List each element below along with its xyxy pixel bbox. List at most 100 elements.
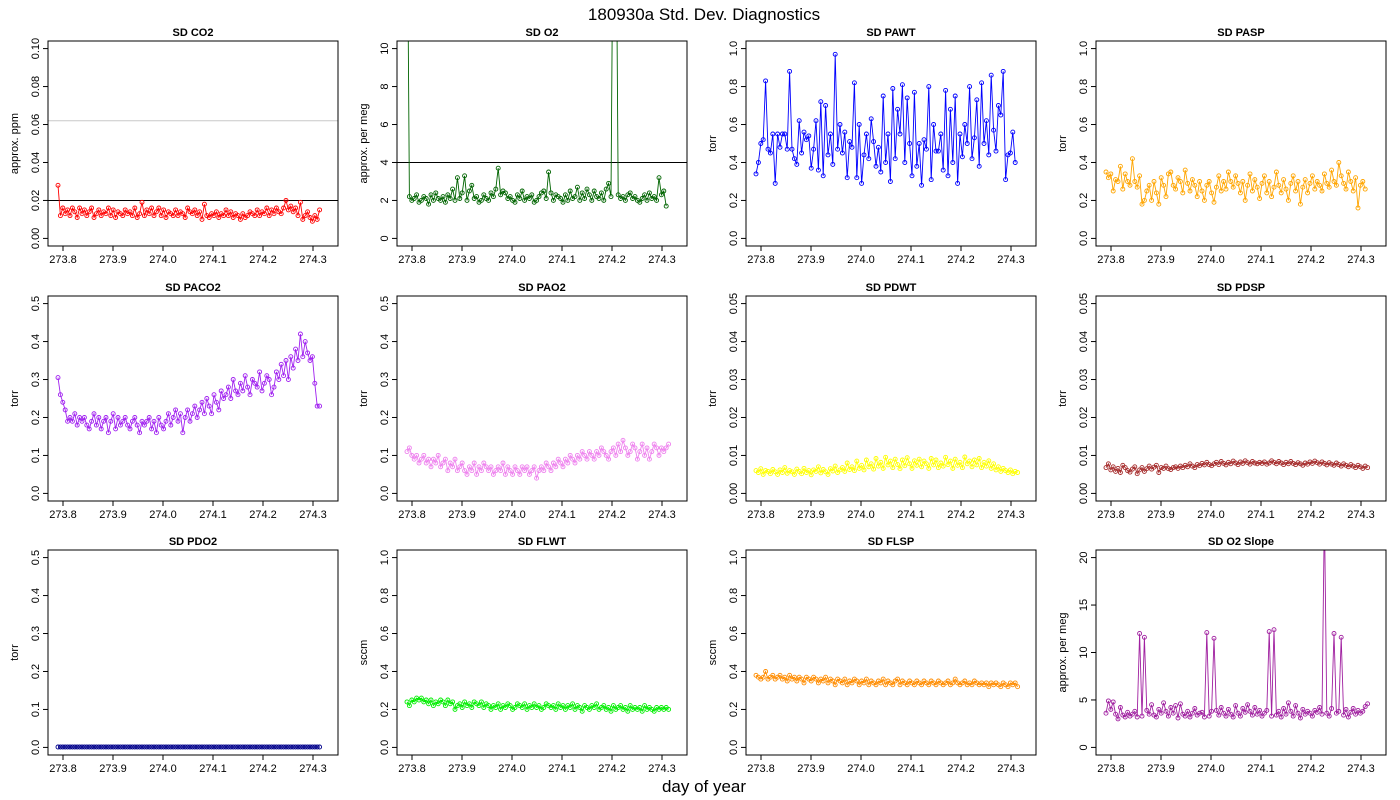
panel-11: SD FLSP sccm 273.8 273.9 274.0 274.1 274.2 274.… xyxy=(707,536,1037,775)
data-point xyxy=(526,196,532,201)
data-point xyxy=(495,701,501,707)
data-point xyxy=(998,112,1004,118)
data-point xyxy=(1204,182,1210,188)
data-point xyxy=(1182,713,1188,719)
data-point xyxy=(406,194,412,200)
data-point xyxy=(1288,180,1294,186)
data-point xyxy=(134,215,140,220)
y-tick-label: 1.0 xyxy=(728,550,740,565)
x-tick-label: 273.9 xyxy=(797,254,825,266)
data-point xyxy=(1189,177,1195,183)
data-point xyxy=(1192,182,1198,188)
data-point xyxy=(314,216,320,222)
series-group xyxy=(753,669,1021,690)
data-point xyxy=(646,456,652,462)
data-point xyxy=(799,150,805,156)
data-point xyxy=(1365,701,1371,707)
data-point xyxy=(967,84,973,90)
data-point xyxy=(438,197,444,203)
data-point xyxy=(803,137,809,143)
data-point xyxy=(1266,629,1272,635)
panel-9: SD PDO2 torr 273.8 273.9 274.0 274.1 274.2 274.… xyxy=(9,536,339,775)
data-point xyxy=(414,452,420,458)
data-point xyxy=(314,744,320,750)
data-point xyxy=(579,190,585,196)
x-tick-label: 274.0 xyxy=(498,763,526,775)
data-point xyxy=(993,467,999,473)
data-point xyxy=(899,457,905,463)
data-point xyxy=(450,186,456,192)
data-point xyxy=(871,139,877,145)
panel-1: SD CO2 approx. ppm 273.8 273.9 274.0 274.1 274… xyxy=(9,27,339,266)
data-point xyxy=(1324,180,1330,186)
x-tick-label: 274.0 xyxy=(149,763,177,775)
data-point xyxy=(562,706,568,712)
data-point xyxy=(189,744,195,750)
data-point xyxy=(411,699,417,705)
data-point xyxy=(1233,703,1239,709)
data-point xyxy=(801,465,807,471)
data-point xyxy=(266,744,272,750)
x-tick-label: 274.2 xyxy=(1297,509,1325,521)
data-point xyxy=(86,744,92,750)
data-point xyxy=(430,456,436,462)
data-point xyxy=(237,380,243,386)
data-point xyxy=(233,388,239,394)
data-point xyxy=(225,744,231,750)
data-point xyxy=(794,678,800,684)
data-point xyxy=(305,209,311,215)
data-point xyxy=(1353,175,1359,181)
data-point xyxy=(1230,714,1236,720)
data-point xyxy=(1264,461,1270,467)
data-point xyxy=(883,160,889,165)
data-point xyxy=(976,456,982,461)
y-tick-label: 1.0 xyxy=(728,41,740,56)
panel-title: SD O2 Slope xyxy=(1208,536,1274,548)
data-point xyxy=(1365,465,1371,471)
data-point xyxy=(651,441,657,447)
data-point xyxy=(890,86,896,91)
data-point xyxy=(283,744,289,750)
data-point xyxy=(423,196,429,201)
data-point xyxy=(105,205,111,211)
data-point xyxy=(639,196,645,201)
data-point xyxy=(1336,160,1342,165)
data-point xyxy=(1333,182,1339,188)
data-point xyxy=(1120,186,1126,192)
data-point xyxy=(1300,706,1306,712)
data-point xyxy=(447,196,453,201)
x-tick-label: 273.9 xyxy=(448,509,476,521)
data-point xyxy=(1281,706,1287,711)
data-point xyxy=(1228,461,1234,467)
data-point xyxy=(1103,169,1109,175)
data-point xyxy=(151,213,157,219)
data-point xyxy=(175,418,181,424)
data-point xyxy=(1012,680,1018,686)
data-point xyxy=(1003,177,1009,183)
data-point xyxy=(1151,179,1157,184)
data-point xyxy=(760,137,766,143)
plot-frame xyxy=(1095,40,1387,247)
y-tick-label: 0.05 xyxy=(1078,293,1090,314)
y-tick-label: 0.8 xyxy=(1078,79,1090,94)
x-tick-label: 274.2 xyxy=(598,763,626,775)
data-point xyxy=(1103,465,1109,471)
data-point xyxy=(1180,190,1186,196)
data-point xyxy=(767,150,773,156)
data-point xyxy=(1161,182,1167,188)
x-tick-label: 273.8 xyxy=(398,254,426,266)
data-point xyxy=(1223,462,1229,468)
y-tick-label: 0.6 xyxy=(728,117,740,132)
data-point xyxy=(189,211,195,217)
data-point xyxy=(512,199,518,205)
data-point xyxy=(1353,711,1359,717)
data-point xyxy=(830,468,836,474)
data-point xyxy=(89,205,95,211)
data-point xyxy=(642,703,648,709)
data-point xyxy=(863,457,869,463)
data-point xyxy=(784,470,790,476)
data-point xyxy=(969,156,975,162)
data-point xyxy=(288,354,294,360)
data-point xyxy=(462,173,468,179)
data-point xyxy=(55,744,61,750)
